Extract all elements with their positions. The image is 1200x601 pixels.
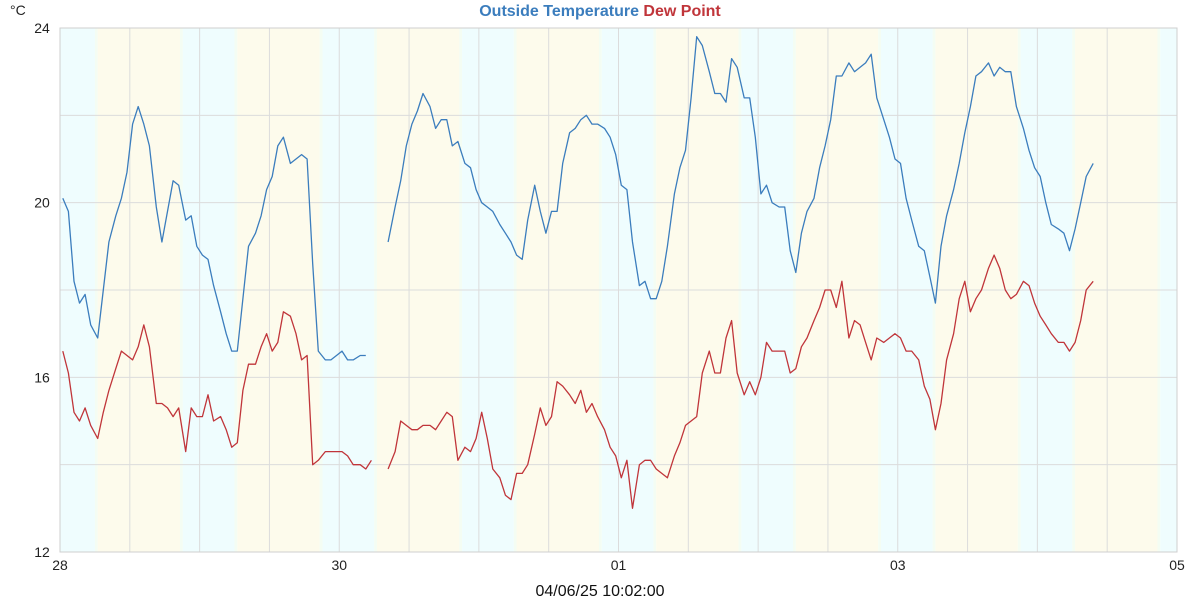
dew-point-line xyxy=(62,254,1094,509)
chart-legend: Outside Temperature Dew Point xyxy=(0,3,1200,21)
outside-temperature-line xyxy=(62,36,1094,361)
y-unit-label: °C xyxy=(10,2,26,18)
x-tick-label: 30 xyxy=(331,557,347,573)
legend-outside-temperature: Outside Temperature xyxy=(479,3,639,20)
y-tick-label: 16 xyxy=(34,369,50,385)
y-tick-label: 24 xyxy=(34,20,50,36)
legend-dew-point: Dew Point xyxy=(643,3,721,20)
y-tick-label: 12 xyxy=(34,544,50,560)
footer-timestamp: 04/06/25 10:02:00 xyxy=(535,583,665,600)
x-tick-label: 05 xyxy=(1169,557,1185,573)
x-tick-label: 28 xyxy=(52,557,68,573)
y-tick-label: 20 xyxy=(34,195,50,211)
plot-frame xyxy=(59,27,1178,553)
x-tick-label: 03 xyxy=(890,557,906,573)
x-tick-label: 01 xyxy=(611,557,627,573)
